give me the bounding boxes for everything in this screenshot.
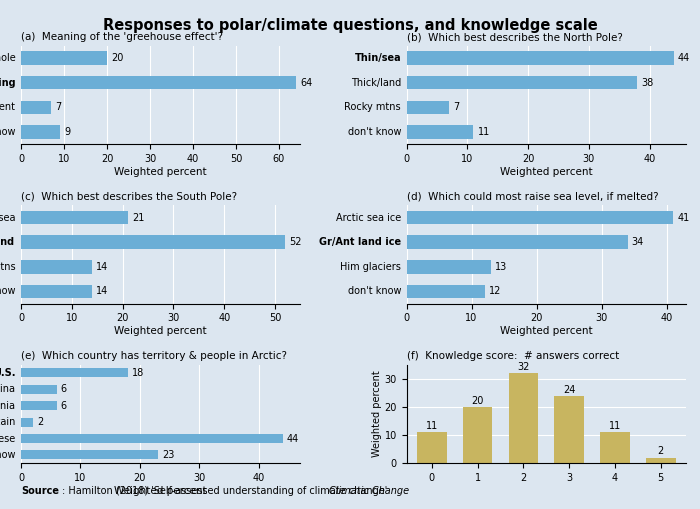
Bar (407, 125, 473, 139)
Text: 14: 14 (97, 262, 108, 272)
Text: 34: 34 (631, 237, 644, 247)
Text: (f)  Knowledge score:  # answers correct: (f) Knowledge score: # answers correct (407, 351, 619, 361)
Text: Responses to polar/climate questions, and knowledge scale: Responses to polar/climate questions, an… (103, 18, 597, 33)
Bar (21, 236, 285, 249)
Text: (a)  Meaning of the 'greehouse effect'?: (a) Meaning of the 'greehouse effect'? (21, 32, 223, 42)
Text: 44: 44 (678, 53, 690, 63)
Text: Heat-trapping: Heat-trapping (0, 78, 15, 88)
Bar (21, 434, 283, 443)
Text: Estonia: Estonia (0, 401, 15, 411)
Text: Thick/land: Thick/land (0, 237, 15, 247)
Text: 41: 41 (677, 213, 690, 222)
Bar (21, 51, 107, 65)
Text: (e)  Which country has territory & people in Arctic?: (e) Which country has territory & people… (21, 351, 287, 361)
Bar (21, 125, 60, 139)
Bar (21, 260, 92, 273)
Text: 64: 64 (300, 78, 313, 88)
Bar (407, 51, 674, 65)
Text: Britain: Britain (0, 417, 15, 427)
Text: 52: 52 (289, 237, 302, 247)
Bar (600, 432, 630, 463)
Bar (21, 76, 296, 90)
Text: 21: 21 (132, 213, 144, 222)
Bar (554, 395, 584, 463)
Bar (21, 418, 33, 427)
Text: Thin/sea: Thin/sea (354, 53, 401, 63)
Bar (407, 76, 638, 90)
Text: 11: 11 (426, 421, 438, 431)
X-axis label: Weighted percent: Weighted percent (114, 486, 207, 496)
X-axis label: Weighted percent: Weighted percent (114, 167, 207, 177)
Text: 6: 6 (61, 384, 67, 394)
Text: U.S.: U.S. (0, 368, 15, 378)
Text: Rocky mtns: Rocky mtns (0, 262, 15, 272)
Text: 44: 44 (287, 434, 299, 443)
Text: Arctic sea ice: Arctic sea ice (336, 213, 401, 222)
Text: 6: 6 (61, 401, 67, 411)
Text: 11: 11 (477, 127, 490, 137)
Text: China: China (0, 384, 15, 394)
Text: (c)  Which best describes the South Pole?: (c) Which best describes the South Pole? (21, 192, 237, 202)
Text: (b)  Which best describes the North Pole?: (b) Which best describes the North Pole? (407, 32, 622, 42)
Bar (21, 211, 127, 224)
X-axis label: Weighted percent: Weighted percent (500, 326, 593, 336)
Text: 7: 7 (55, 102, 62, 112)
Text: Pavement: Pavement (0, 102, 15, 112)
Text: 12: 12 (489, 287, 501, 296)
X-axis label: Weighted percent: Weighted percent (500, 167, 593, 177)
Text: 38: 38 (642, 78, 654, 88)
Bar (21, 369, 128, 378)
Text: don't know: don't know (347, 287, 401, 296)
Text: Him glaciers: Him glaciers (340, 262, 401, 272)
Bar (463, 407, 493, 463)
Text: 24: 24 (563, 385, 575, 394)
Text: don't know: don't know (0, 450, 15, 460)
Text: 18: 18 (132, 368, 144, 378)
Bar (646, 458, 676, 463)
Bar (21, 385, 57, 394)
Bar (21, 450, 158, 460)
Text: 7: 7 (454, 102, 459, 112)
Text: Thin/sea: Thin/sea (0, 213, 15, 222)
Bar (21, 285, 92, 298)
Text: don't know: don't know (0, 127, 15, 137)
Text: Thick/land: Thick/land (351, 78, 401, 88)
Bar (407, 236, 627, 249)
Text: don't know: don't know (0, 287, 15, 296)
Text: don't know: don't know (347, 127, 401, 137)
Bar (21, 101, 51, 114)
Text: 20: 20 (111, 53, 123, 63)
Bar (407, 211, 673, 224)
Text: Gr/Ant land ice: Gr/Ant land ice (319, 237, 401, 247)
Text: : Hamilton (2018) 'Self-assessed understanding of climate change': : Hamilton (2018) 'Self-assessed underst… (62, 486, 390, 496)
Text: 32: 32 (517, 362, 530, 372)
Text: (d)  Which could most raise sea level, if melted?: (d) Which could most raise sea level, if… (407, 192, 658, 202)
Bar (508, 373, 538, 463)
Text: 9: 9 (64, 127, 70, 137)
Bar (21, 401, 57, 410)
Text: 2: 2 (37, 417, 43, 427)
Text: Rocky mtns: Rocky mtns (344, 102, 401, 112)
Bar (407, 101, 449, 114)
Text: 13: 13 (496, 262, 508, 272)
Y-axis label: Weighted percent: Weighted percent (372, 371, 382, 458)
Text: Climatic Change: Climatic Change (329, 486, 409, 496)
Bar (407, 260, 491, 273)
Text: 14: 14 (97, 287, 108, 296)
Text: 2: 2 (658, 446, 664, 457)
Text: 20: 20 (471, 396, 484, 406)
Text: None of these: None of these (0, 434, 15, 443)
Bar (407, 285, 484, 298)
Text: 23: 23 (162, 450, 174, 460)
Bar (417, 432, 447, 463)
Text: Source: Source (21, 486, 59, 496)
Text: Ozone hole: Ozone hole (0, 53, 15, 63)
Text: 11: 11 (609, 421, 621, 431)
X-axis label: Weighted percent: Weighted percent (114, 326, 207, 336)
